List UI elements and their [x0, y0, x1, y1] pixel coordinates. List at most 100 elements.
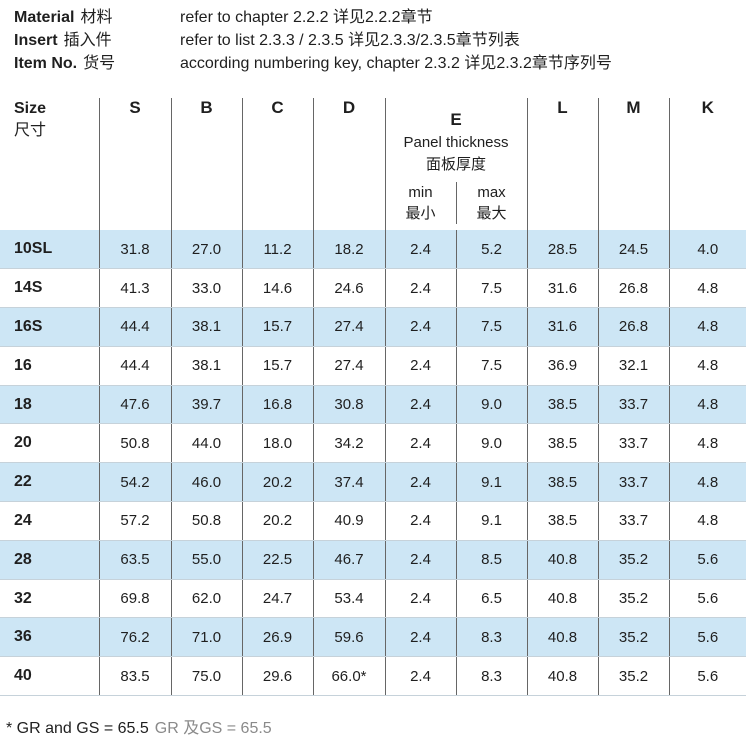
value-cell: 38.5	[526, 462, 598, 503]
header-d: D	[312, 98, 385, 230]
value-cell: 31.6	[526, 268, 598, 309]
value-cell: 18.0	[241, 423, 313, 464]
value-cell: 44.0	[170, 423, 242, 464]
meta-value: refer to list 2.3.3 / 2.3.5 详见2.3.3/2.3.…	[180, 32, 520, 49]
value-cell: 35.2	[597, 579, 669, 619]
meta-key-cn: 插入件	[63, 32, 112, 49]
value-cell: 40.8	[526, 579, 598, 619]
value-cell: 44.4	[98, 346, 171, 386]
header-e-sub: Panel thickness	[403, 134, 509, 151]
value-cell: 59.6	[312, 617, 385, 658]
header-e-max-label: max	[477, 184, 506, 201]
value-cell: 27.4	[312, 307, 385, 347]
value-cell: 16.8	[241, 385, 313, 425]
header-size-label-cn: 尺寸	[14, 122, 47, 139]
value-cell: 35.2	[597, 617, 669, 658]
size-cell: 16S	[0, 307, 99, 347]
meta-key: Material	[14, 9, 75, 26]
value-cell: 9.1	[455, 501, 527, 541]
value-cell: 4.0	[668, 230, 746, 270]
value-cell: 75.0	[170, 656, 242, 697]
value-cell: 63.5	[98, 540, 171, 580]
value-cell: 2.4	[384, 346, 456, 386]
value-cell: 8.3	[455, 617, 527, 658]
value-cell: 38.5	[526, 385, 598, 425]
header-size: Size 尺寸	[0, 98, 99, 230]
value-cell: 5.6	[668, 617, 746, 658]
meta-item-no: Item No. 货号 according numbering key, chapt…	[14, 52, 612, 75]
value-cell: 39.7	[170, 385, 242, 425]
value-cell: 14.6	[241, 268, 313, 309]
value-cell: 41.3	[98, 268, 171, 309]
value-cell: 2.4	[384, 423, 456, 464]
header-e-max: max 最大	[455, 182, 527, 224]
size-cell: 40	[0, 656, 99, 697]
value-cell: 18.2	[312, 230, 385, 270]
header-m: M	[597, 98, 669, 230]
value-cell: 5.2	[455, 230, 527, 270]
meta-key-cn: 材料	[80, 9, 113, 26]
value-cell: 24.7	[241, 579, 313, 619]
header-e-sub-cn: 面板厚度	[425, 156, 486, 173]
table-row: 10SL 31.8 27.0 11.2 18.2 2.4 5.2 28.5 24.5 4.0	[0, 230, 746, 270]
value-cell: 2.4	[384, 462, 456, 503]
size-cell: 24	[0, 501, 99, 541]
value-cell: 62.0	[170, 579, 242, 619]
value-cell: 4.8	[668, 346, 746, 386]
header-e-min-label: min	[408, 184, 433, 201]
value-cell: 5.6	[668, 540, 746, 580]
size-cell: 28	[0, 540, 99, 580]
value-cell: 69.8	[98, 579, 171, 619]
value-cell: 24.6	[312, 268, 385, 309]
value-cell: 24.5	[597, 230, 669, 270]
value-cell: 9.0	[455, 385, 527, 425]
header-e-min-label-cn: 最小	[405, 205, 436, 222]
value-cell: 9.1	[455, 462, 527, 503]
value-cell: 15.7	[241, 307, 313, 347]
value-cell: 27.4	[312, 346, 385, 386]
size-cell: 32	[0, 579, 99, 619]
value-cell: 50.8	[98, 423, 171, 464]
value-cell: 2.4	[384, 230, 456, 270]
value-cell: 28.5	[526, 230, 598, 270]
value-cell: 76.2	[98, 617, 171, 658]
value-cell: 40.8	[526, 617, 598, 658]
value-cell: 40.8	[526, 540, 598, 580]
table-row: 14S 41.3 33.0 14.6 24.6 2.4 7.5 31.6 26.8 4.8	[0, 268, 746, 309]
value-cell: 2.4	[384, 579, 456, 619]
value-cell: 83.5	[98, 656, 171, 697]
meta-material: Material 材料 refer to chapter 2.2.2 详见2.2.2…	[14, 6, 612, 29]
header-e-max-label-cn: 最大	[476, 205, 507, 222]
header-e-split: min 最小 max 最大	[386, 182, 527, 224]
footnote-text: * GR and GS = 65.5	[6, 720, 149, 737]
table-row: 16S 44.4 38.1 15.7 27.4 2.4 7.5 31.6 26.8 4.8	[0, 307, 746, 347]
table-row: 22 54.2 46.0 20.2 37.4 2.4 9.1 38.5 33.7 4.8	[0, 462, 746, 503]
value-cell: 31.6	[526, 307, 598, 347]
meta-value: according numbering key, chapter 2.3.2 详…	[180, 55, 612, 72]
meta-key: Item No.	[14, 55, 78, 72]
value-cell: 2.4	[384, 617, 456, 658]
value-cell: 4.8	[668, 423, 746, 464]
value-cell: 2.4	[384, 268, 456, 309]
value-cell: 40.8	[526, 656, 598, 697]
value-cell: 9.0	[455, 423, 527, 464]
meta-value: refer to chapter 2.2.2 详见2.2.2章节	[180, 9, 433, 26]
value-cell: 32.1	[597, 346, 669, 386]
value-cell: 36.9	[526, 346, 598, 386]
value-cell: 5.6	[668, 656, 746, 697]
value-cell: 27.0	[170, 230, 242, 270]
header-c: C	[241, 98, 313, 230]
size-cell: 10SL	[0, 230, 99, 270]
size-cell: 22	[0, 462, 99, 503]
table-body: 10SL 31.8 27.0 11.2 18.2 2.4 5.2 28.5 24.5 4.0 14S…	[0, 230, 746, 697]
value-cell: 34.2	[312, 423, 385, 464]
value-cell: 33.7	[597, 501, 669, 541]
value-cell: 4.8	[668, 268, 746, 309]
header-e-label: E	[450, 110, 462, 129]
value-cell: 2.4	[384, 307, 456, 347]
meta-key: Insert	[14, 32, 58, 49]
value-cell: 46.0	[170, 462, 242, 503]
value-cell: 2.4	[384, 656, 456, 697]
value-cell: 38.1	[170, 346, 242, 386]
value-cell: 20.2	[241, 462, 313, 503]
